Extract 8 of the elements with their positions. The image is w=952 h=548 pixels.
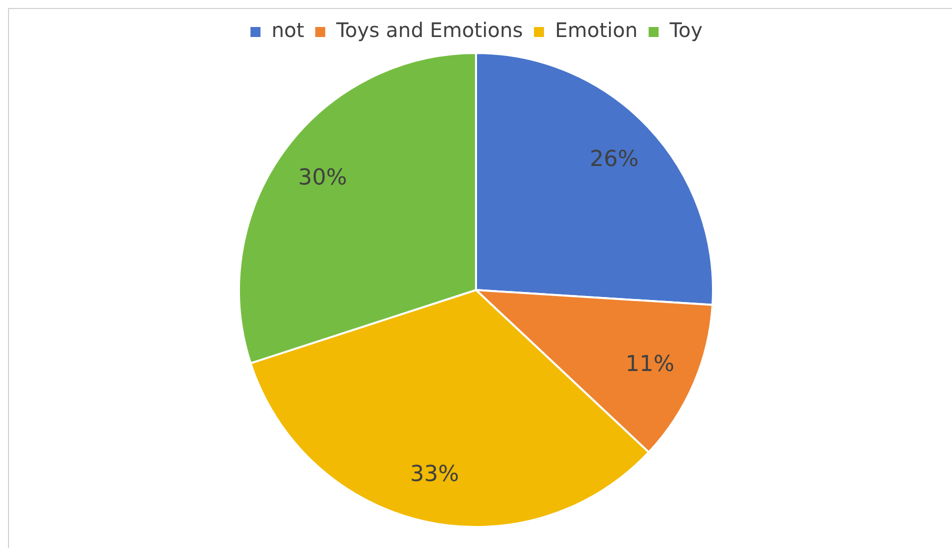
legend-label: Toys and Emotions [335,18,523,42]
data-label: 11% [626,352,674,378]
data-label: 30% [298,165,348,190]
legend-label: not [271,18,304,42]
legend-label: Toy [668,18,703,42]
data-label: 33% [410,462,460,487]
data-label: 26% [590,146,639,172]
legend-label: Emotion [554,18,638,42]
